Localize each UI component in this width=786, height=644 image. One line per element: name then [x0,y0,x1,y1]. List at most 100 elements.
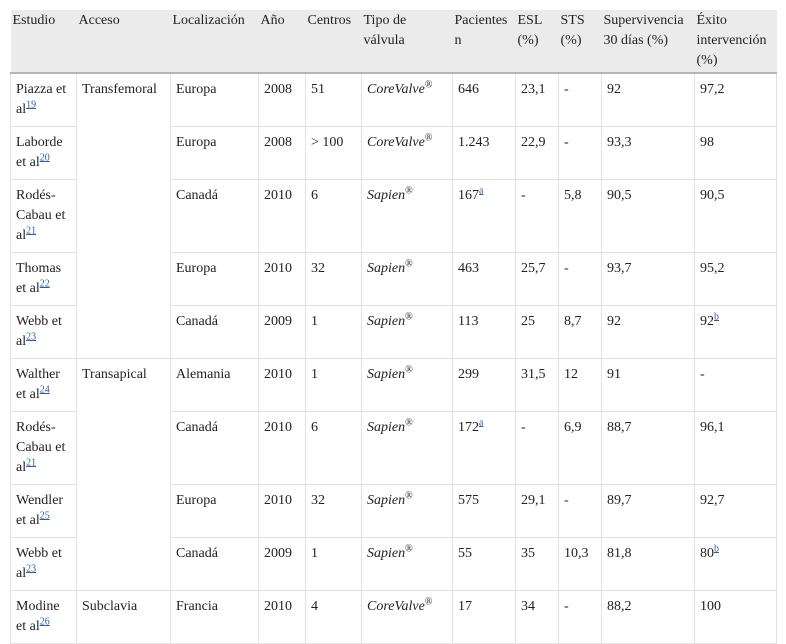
cell-text: 2010 [264,261,292,276]
table-cell: - [558,484,602,538]
reference: 25 [40,510,50,521]
table-cell: - [558,126,602,180]
table-cell: 575 [452,484,516,538]
table-row: Wendler et al25 Europa 2010 32 Sapien® 575 29,… [10,484,777,538]
table-cell: 1.243 [452,126,516,180]
table-cell: Alemania [170,358,259,412]
reference-link[interactable]: 22 [39,278,50,290]
table-cell: - [515,179,559,253]
cell-text: 2008 [264,82,292,97]
cell-text: 172 [458,420,479,435]
superscript: ® [424,79,433,91]
table-cell: Europa [170,484,259,538]
cell-text: 575 [458,493,479,508]
superscript: ® [405,490,413,502]
reference: 24 [40,384,50,395]
cell-text: Sapien [367,314,406,329]
table-cell: 25,7 [515,252,559,306]
table-cell: 92,7 [694,484,777,538]
cell-text: 96,1 [700,420,725,435]
cell-text: 25,7 [521,261,546,276]
table-cell: 2010 [258,484,306,538]
cell-text: - [564,599,569,614]
table-cell: 1 [305,305,362,359]
reference-link[interactable]: a [479,417,484,429]
cell-text: 32 [311,261,325,276]
cell-text: 90,5 [700,188,725,203]
table-cell: 6 [305,179,362,253]
cell-text: 2009 [264,314,292,329]
cell-text: 80 [700,546,714,561]
table-cell: 89,7 [601,484,695,538]
cell-text: Europa [176,261,217,276]
table-cell: - [558,252,602,306]
table-cell: > 100 [305,126,362,180]
table-cell: 34 [515,590,559,644]
table-cell: 95,2 [694,252,777,306]
cell-text: 2010 [264,420,292,435]
reference-link[interactable]: 23 [26,563,37,575]
table-cell: Europa [170,252,259,306]
cell-text: - [564,135,569,150]
reference-link[interactable]: a [479,185,484,197]
cell-text: Europa [176,135,217,150]
table-cell: 31,5 [515,358,559,412]
access-cell: Transapical [76,358,171,591]
cell-text: 90,5 [607,188,632,203]
table-cell: 35 [515,537,559,591]
cell-text: Sapien [367,367,406,382]
table-cell: 5,8 [558,179,602,253]
table-cell: 32 [305,484,362,538]
cell-text: 1 [311,367,318,382]
table-cell: 167a [452,179,516,253]
table-cell: 1 [305,537,362,591]
cell-text: Wendler et al [16,493,64,528]
table-cell: 90,5 [601,179,695,253]
cell-text: 92,7 [700,493,725,508]
cell-text: 25 [521,314,535,329]
reference-link[interactable]: 21 [26,225,37,237]
table-cell: 8,7 [558,305,602,359]
table-cell: Europa [170,72,259,127]
table-cell: 2008 [258,72,306,127]
cell-text: 1.243 [458,135,490,150]
cell-text: 51 [311,82,325,97]
cell-text: 6,9 [564,420,582,435]
table-cell: 4 [305,590,362,644]
table-cell: Canadá [170,179,259,253]
reference-link[interactable]: 24 [39,384,50,396]
superscript: ® [405,364,413,376]
table-cell: Piazza et al19 [10,72,77,127]
reference-link[interactable]: 26 [39,616,50,628]
header-row: Estudio Acceso Localización Año Centros Tipo … [10,10,777,74]
reference-link[interactable]: 20 [39,152,50,164]
table-row: Webb et al23 Canadá 2009 1 Sapien® 113 25 8,7 92… [10,305,777,359]
reference-link[interactable]: 25 [39,510,50,522]
table-row: Thomas et al22 Europa 2010 32 Sapien® 463 25,7… [10,252,777,306]
table-cell: 2010 [258,179,306,253]
superscript: ® [405,543,413,555]
cell-text: - [521,188,526,203]
table-cell: 2010 [258,411,306,485]
reference-link[interactable]: 19 [26,99,37,111]
table-cell: Rodés-Cabau et al21 [10,411,77,485]
header-cell: STS (%) [558,10,602,74]
table-cell: 2009 [258,537,306,591]
cell-text: Thomas et al [16,261,62,296]
reference: 19 [26,99,36,110]
table-cell: 646 [452,72,516,127]
cell-text: 5,8 [564,188,582,203]
table-cell: Thomas et al22 [10,252,77,306]
reference-link[interactable]: b [714,543,719,555]
reference-link[interactable]: 23 [26,331,37,343]
table-header: Estudio Acceso Localización Año Centros Tipo … [10,10,777,74]
cell-text: 31,5 [521,367,546,382]
reference-link[interactable]: 21 [26,457,37,469]
cell-text: 2010 [264,188,292,203]
cell-text: - [521,420,526,435]
access-cell: Subclavia [76,590,171,644]
reference-link[interactable]: b [714,311,719,323]
table-cell: 93,3 [601,126,695,180]
reference: 20 [40,152,50,163]
table-cell: 2010 [258,358,306,412]
